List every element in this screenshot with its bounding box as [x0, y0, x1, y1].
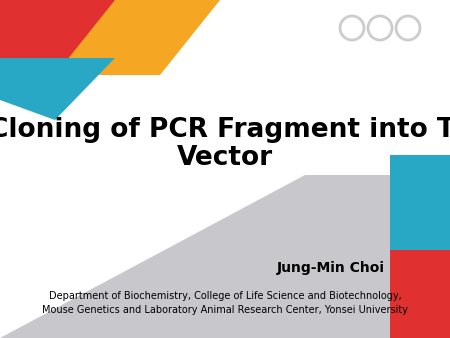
Polygon shape [0, 175, 450, 338]
Text: Jung-Min Choi: Jung-Min Choi [277, 261, 385, 275]
Text: Department of Biochemistry, College of Life Science and Biotechnology,
Mouse Gen: Department of Biochemistry, College of L… [42, 291, 408, 315]
Polygon shape [0, 0, 115, 58]
Polygon shape [0, 58, 115, 120]
Text: Vector: Vector [177, 145, 273, 171]
Polygon shape [55, 0, 220, 75]
Polygon shape [390, 250, 450, 338]
Polygon shape [390, 155, 450, 250]
Text: Cloning of PCR Fragment into T-: Cloning of PCR Fragment into T- [0, 117, 450, 143]
